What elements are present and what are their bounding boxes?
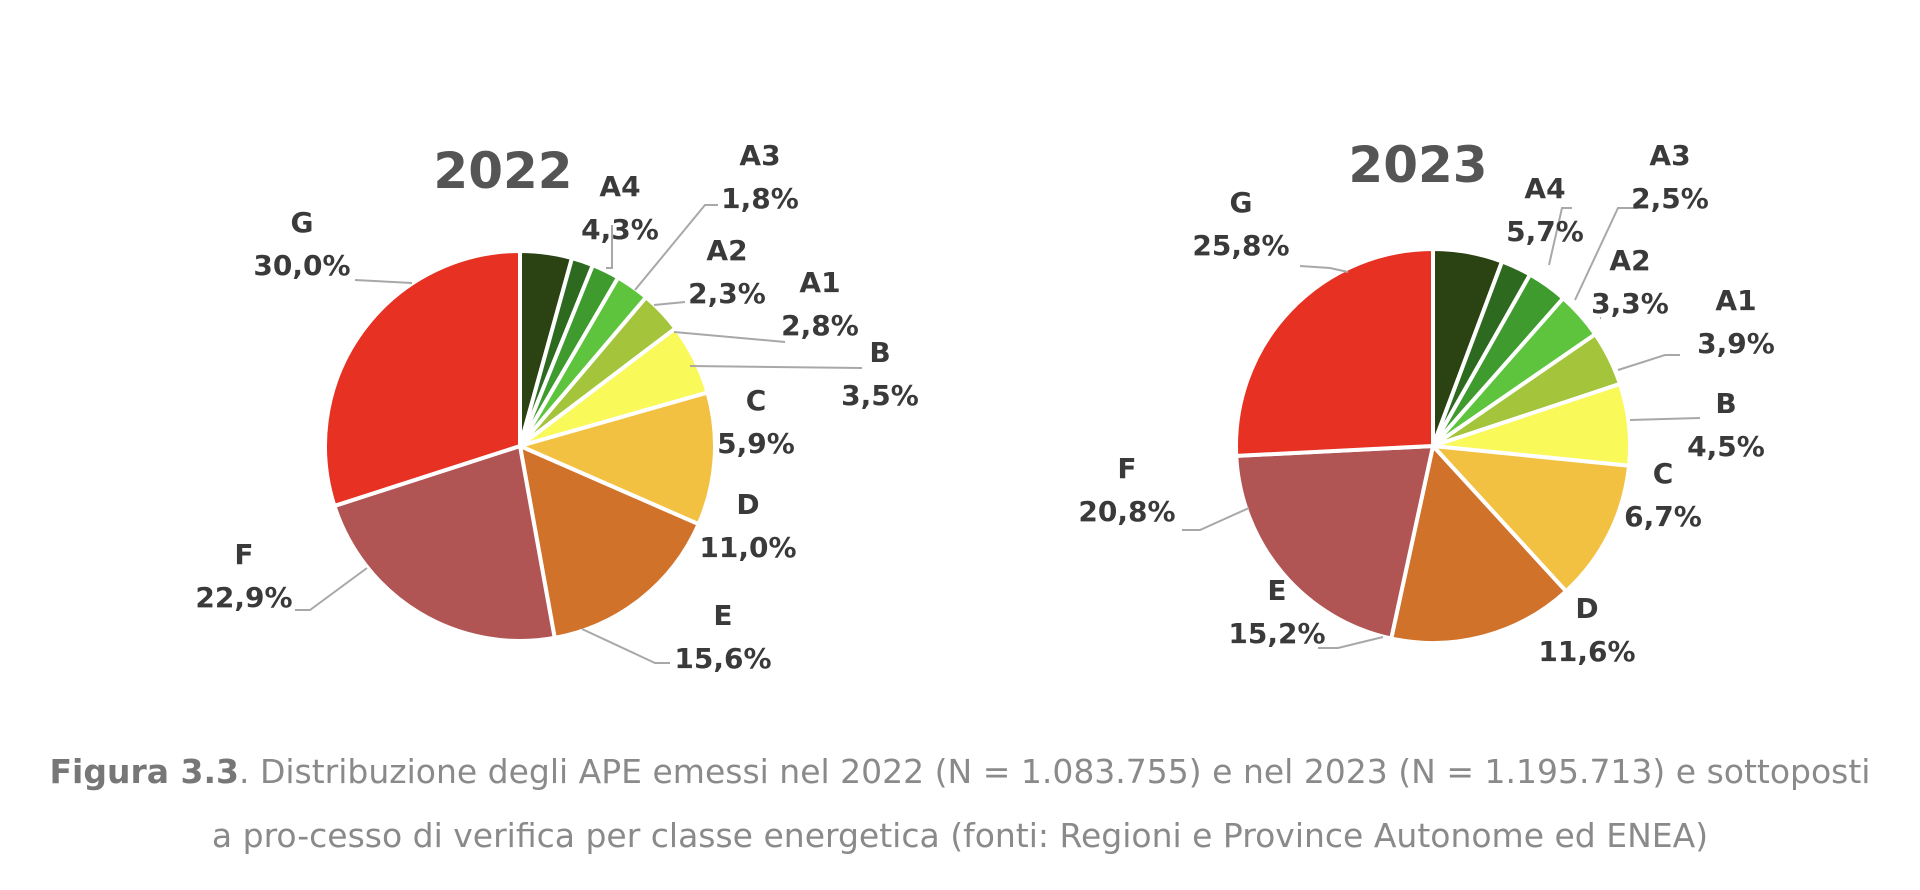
leader-line-a4 — [1548, 207, 1572, 266]
slice-name-label: A4 — [599, 170, 640, 203]
chart-title: 2022 — [433, 142, 572, 200]
slice-name-label: F — [234, 538, 253, 571]
leader-line-b — [1629, 417, 1701, 421]
slice-value-label: 4,5% — [1687, 430, 1765, 463]
slice-value-label: 6,7% — [1624, 500, 1702, 533]
figure-caption: Figura 3.3. Distribuzione degli APE emes… — [40, 740, 1880, 868]
leader-line-f — [1182, 507, 1250, 531]
caption-text: . Distribuzione degli APE emessi nel 202… — [211, 752, 1871, 855]
slice-value-label: 11,6% — [1538, 635, 1635, 668]
slice-name-label: A3 — [1649, 139, 1690, 172]
slice-name-label: D — [736, 488, 759, 521]
pie-slice-g — [1234, 247, 1435, 458]
slice-value-label: 3,5% — [841, 379, 919, 412]
slice-name-label: G — [291, 206, 314, 239]
slice-value-label: 2,8% — [781, 309, 859, 342]
slice-name-label: A4 — [1524, 172, 1565, 205]
slice-value-label: 4,3% — [581, 213, 659, 246]
slice-name-label: A2 — [1609, 244, 1650, 277]
slice-name-label: B — [1715, 387, 1736, 420]
leader-line-g — [1299, 265, 1349, 273]
slice-value-label: 3,9% — [1697, 327, 1775, 360]
leader-line-g — [354, 279, 413, 284]
pie-slice-e — [1389, 444, 1569, 645]
slice-name-label: C — [1653, 457, 1674, 490]
pie-slice-f — [1234, 444, 1435, 641]
slice-value-label: 5,9% — [717, 427, 795, 460]
caption-figure-number: Figura 3.3 — [49, 752, 239, 791]
leader-line-f — [295, 567, 368, 611]
slice-name-label: F — [1117, 452, 1136, 485]
slice-value-label: 2,5% — [1631, 182, 1709, 215]
leader-line-a2 — [653, 301, 686, 306]
slice-name-label: C — [746, 384, 767, 417]
slice-value-label: 11,0% — [699, 531, 796, 564]
pie-slice-g — [323, 249, 522, 508]
slice-name-label: A2 — [706, 234, 747, 267]
leader-line-a3 — [634, 204, 718, 291]
pie-chart-2023: A4 5,7% A3 2,5% A2 3,3% A1 3,9% B 4,5% C 6,7% D 11,6%… — [1078, 136, 1774, 668]
pie-chart-2022: A4 4,3% A3 1,8% A2 2,3% A1 2,8% B 3,5% C 5,9% D 11,0%… — [195, 139, 918, 675]
slice-name-label: E — [713, 599, 732, 632]
slice-value-label: 20,8% — [1078, 495, 1175, 528]
leader-line-b — [689, 365, 863, 369]
pie-slice-d — [1431, 444, 1632, 594]
leader-line-a4 — [606, 225, 613, 269]
slice-value-label: 5,7% — [1506, 215, 1584, 248]
slice-value-label: 15,6% — [674, 642, 771, 675]
leader-line-a1 — [1617, 354, 1680, 371]
slice-name-label: A1 — [799, 266, 840, 299]
leader-line-a3 — [1574, 207, 1638, 301]
slice-value-label: 22,9% — [195, 581, 292, 614]
pie-slices — [323, 249, 717, 643]
pie-slice-d — [518, 390, 717, 527]
slice-name-label: E — [1267, 574, 1286, 607]
slice-name-label: A1 — [1715, 284, 1756, 317]
slice-value-label: 3,3% — [1591, 287, 1669, 320]
leader-line-e — [1318, 636, 1384, 649]
leader-line-e — [581, 628, 670, 664]
pie-slice-f — [332, 444, 557, 643]
slice-value-label: 1,8% — [721, 182, 799, 215]
leader-line-a1 — [673, 331, 786, 343]
slice-name-label: A3 — [739, 139, 780, 172]
slice-name-label: G — [1230, 186, 1253, 219]
pie-slices — [1234, 247, 1633, 645]
slice-value-label: 15,2% — [1228, 617, 1325, 650]
figure-charts: A4 4,3% A3 1,8% A2 2,3% A1 2,8% B 3,5% C 5,9% D 11,0%… — [195, 136, 1774, 675]
chart-title: 2023 — [1348, 136, 1487, 194]
slice-value-label: 30,0% — [253, 249, 350, 282]
slice-name-label: B — [869, 336, 890, 369]
slice-value-label: 25,8% — [1192, 229, 1289, 262]
pie-slice-e — [518, 444, 701, 640]
slice-value-label: 2,3% — [688, 277, 766, 310]
slice-name-label: D — [1575, 592, 1598, 625]
